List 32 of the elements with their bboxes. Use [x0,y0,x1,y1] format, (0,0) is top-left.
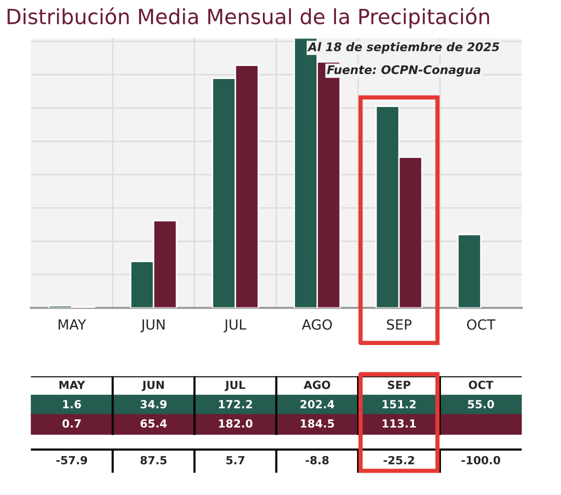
category-label: SEP [388,380,410,390]
data-label: 55.0 [468,400,494,408]
annotation: Al 18 de septiembre de 2025 [307,42,500,54]
data-label: 34.9 [140,400,167,408]
annotation: Fuente: OCPN-Conagua [327,65,480,77]
text: -25.2 [384,456,414,464]
data-label: 172.2 [219,400,252,408]
data-label: 1.6 [63,400,82,408]
text: 87.5 [140,456,167,464]
x-tick-label: AGO [302,319,332,330]
chart-title: Distribución Media Mensual de la Precipitación [8,7,490,28]
category-label: JUL [224,380,246,392]
data-label: 182.0 [219,419,252,428]
x-tick-label: OCT [467,319,496,330]
text: 5.7 [226,456,244,464]
text: -100.0 [462,456,500,464]
category-label: AGO [304,380,330,390]
category-label: MAY [59,380,86,389]
data-label: 184.5 [300,419,334,428]
data-label: 151.2 [382,400,416,408]
data-label: 113.1 [382,419,416,428]
x-tick-label: JUL [224,319,246,332]
data-label: 202.4 [300,400,334,408]
text: -57.9 [56,456,88,464]
data-label: 65.4 [140,419,167,428]
category-label: JUN [142,380,164,392]
x-tick-label: SEP [386,319,412,330]
x-tick-label: JUN [140,319,165,332]
category-label: OCT [468,380,494,390]
data-label: 0.7 [62,419,81,428]
x-tick-label: MAY [58,319,86,330]
text: -8.8 [306,456,329,464]
